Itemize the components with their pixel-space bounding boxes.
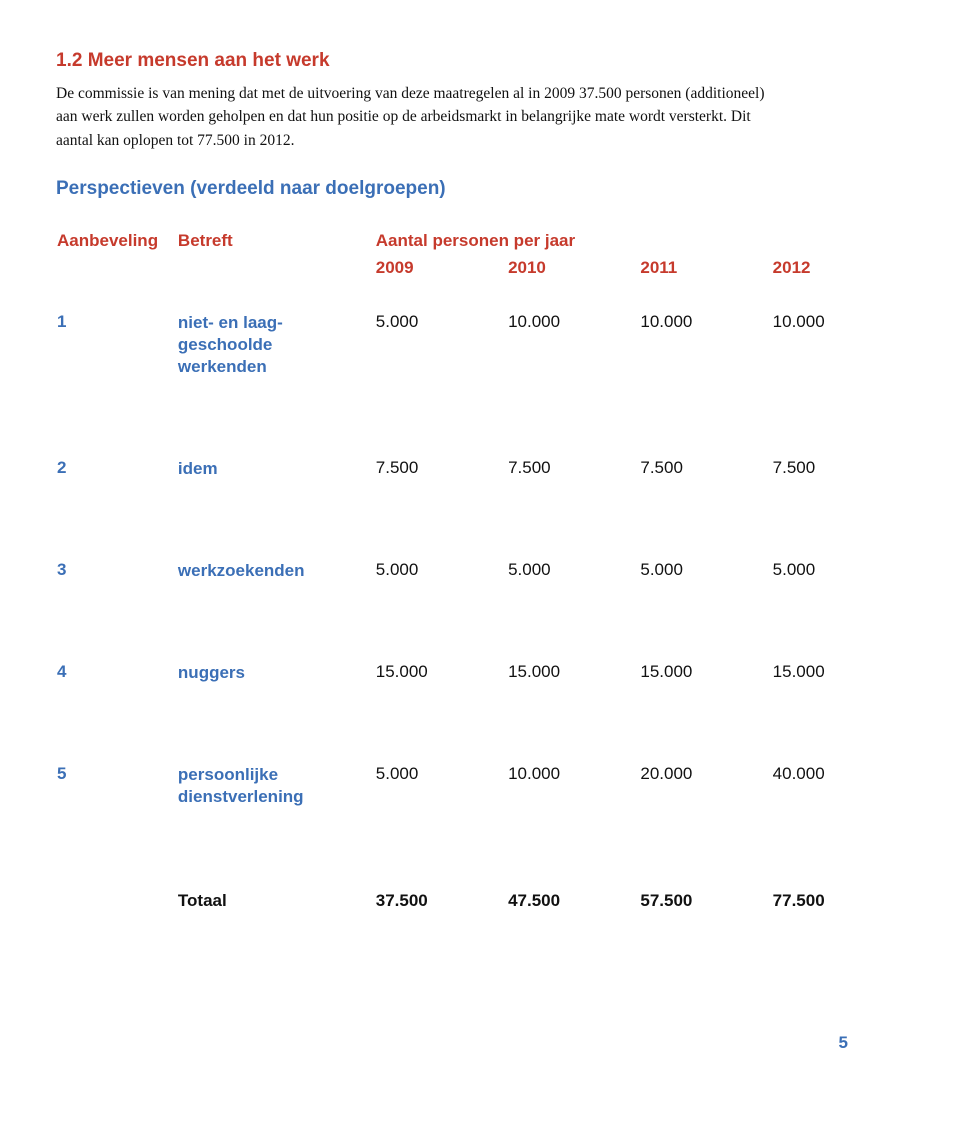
table-header-row-1: Aanbeveling Betreft Aantal personen per … <box>56 230 904 257</box>
cell-betreft: niet- en laag- geschoolde werkenden <box>177 284 375 430</box>
th-year-2010: 2010 <box>507 257 639 284</box>
th-aantal: Aantal personen per jaar <box>375 230 904 257</box>
cell-value: 5.000 <box>507 532 639 634</box>
cell-value: 10.000 <box>772 284 904 430</box>
cell-value: 10.000 <box>507 736 639 860</box>
table-totals-row: Totaal37.50047.50057.50077.500 <box>56 861 904 941</box>
th-aanbeveling: Aanbeveling <box>56 230 177 257</box>
cell-total-label: Totaal <box>177 861 375 941</box>
table-row: 5persoonlijke dienstverlening5.00010.000… <box>56 736 904 860</box>
th-year-2009: 2009 <box>375 257 507 284</box>
cell-value: 5.000 <box>375 284 507 430</box>
cell-betreft: idem <box>177 430 375 532</box>
th-betreft: Betreft <box>177 230 375 257</box>
cell-empty <box>56 861 177 941</box>
cell-betreft: werkzoekenden <box>177 532 375 634</box>
cell-total-value: 57.500 <box>639 861 771 941</box>
cell-value: 10.000 <box>507 284 639 430</box>
cell-betreft: persoonlijke dienstverlening <box>177 736 375 860</box>
cell-value: 7.500 <box>375 430 507 532</box>
perspectives-table: Aanbeveling Betreft Aantal personen per … <box>56 230 904 941</box>
subsection-heading: Perspectieven (verdeeld naar doelgroepen… <box>56 178 904 200</box>
section-body: De commissie is van mening dat met de ui… <box>56 82 776 152</box>
cell-value: 5.000 <box>772 532 904 634</box>
section-heading: 1.2 Meer mensen aan het werk <box>56 50 904 72</box>
cell-aanbeveling-num: 3 <box>56 532 177 634</box>
table-row: 3werkzoekenden5.0005.0005.0005.000 <box>56 532 904 634</box>
cell-value: 15.000 <box>375 634 507 736</box>
th-year-2012: 2012 <box>772 257 904 284</box>
cell-total-value: 47.500 <box>507 861 639 941</box>
cell-total-value: 37.500 <box>375 861 507 941</box>
cell-value: 5.000 <box>375 736 507 860</box>
cell-value: 7.500 <box>772 430 904 532</box>
cell-betreft: nuggers <box>177 634 375 736</box>
cell-aanbeveling-num: 5 <box>56 736 177 860</box>
cell-value: 5.000 <box>375 532 507 634</box>
table-row: 4nuggers15.00015.00015.00015.000 <box>56 634 904 736</box>
cell-value: 40.000 <box>772 736 904 860</box>
cell-value: 7.500 <box>639 430 771 532</box>
cell-value: 15.000 <box>639 634 771 736</box>
table-header-row-2: 2009 2010 2011 2012 <box>56 257 904 284</box>
cell-value: 15.000 <box>772 634 904 736</box>
table-row: 2idem7.5007.5007.5007.500 <box>56 430 904 532</box>
cell-value: 7.500 <box>507 430 639 532</box>
cell-total-value: 77.500 <box>772 861 904 941</box>
cell-aanbeveling-num: 2 <box>56 430 177 532</box>
th-year-2011: 2011 <box>639 257 771 284</box>
cell-aanbeveling-num: 4 <box>56 634 177 736</box>
cell-value: 5.000 <box>639 532 771 634</box>
cell-aanbeveling-num: 1 <box>56 284 177 430</box>
cell-value: 15.000 <box>507 634 639 736</box>
table-row: 1niet- en laag- geschoolde werkenden5.00… <box>56 284 904 430</box>
data-table: Aanbeveling Betreft Aantal personen per … <box>56 230 904 941</box>
page-root: 1.2 Meer mensen aan het werk De commissi… <box>56 50 904 1081</box>
cell-value: 20.000 <box>639 736 771 860</box>
cell-value: 10.000 <box>639 284 771 430</box>
page-number: 5 <box>839 1033 848 1053</box>
